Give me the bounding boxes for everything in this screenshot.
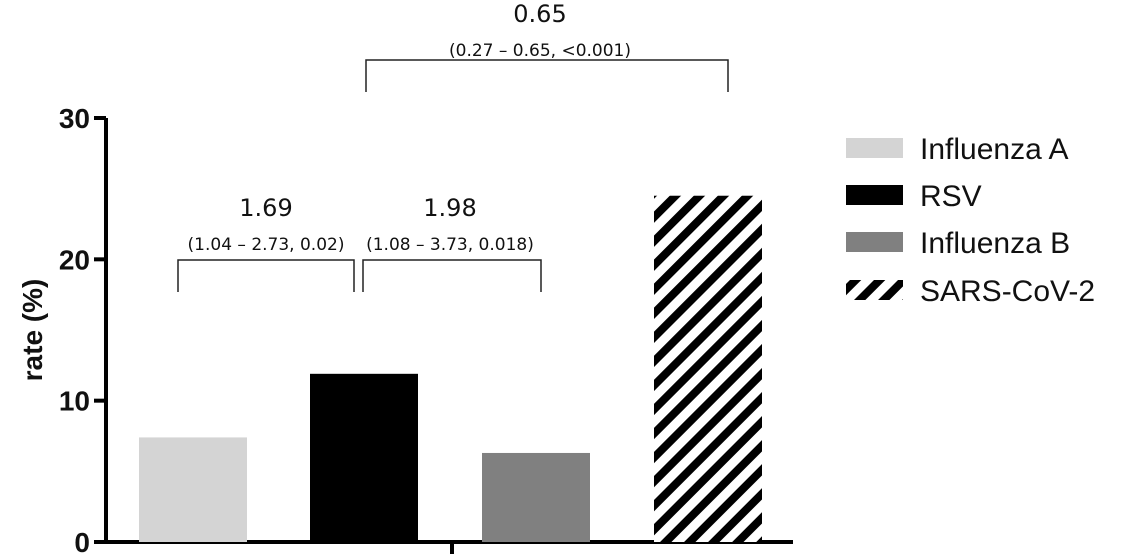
bracket-line bbox=[365, 59, 729, 92]
bar bbox=[482, 452, 590, 542]
legend-swatch bbox=[846, 138, 903, 158]
bar bbox=[654, 195, 762, 542]
bars bbox=[139, 195, 762, 542]
significance-bracket: 1.69 (1.04 – 2.73, 0.02) bbox=[177, 194, 355, 292]
significance-bracket: 1.98 (1.08 – 3.73, 0.018) bbox=[362, 194, 542, 292]
annotations: 1.69 (1.04 – 2.73, 0.02) 1.98 (1.08 – 3.73,… bbox=[177, 0, 729, 292]
bar bbox=[310, 373, 418, 542]
legend-label: RSV bbox=[920, 180, 982, 213]
annotation-detail: (1.08 – 3.73, 0.018) bbox=[366, 235, 534, 255]
legend: Influenza A RSV Influenza B SARS-CoV-2 bbox=[846, 133, 1095, 308]
annotation-value: 1.69 bbox=[239, 194, 292, 222]
legend-swatch bbox=[846, 232, 903, 252]
y-axis-label: rate (%) bbox=[17, 279, 48, 382]
legend-item: Influenza A bbox=[846, 133, 1068, 166]
y-tick-label: 30 bbox=[59, 103, 90, 134]
significance-bracket: 0.65 (0.27 – 0.65, <0.001) bbox=[365, 0, 729, 92]
legend-label: SARS-CoV-2 bbox=[920, 275, 1095, 308]
y-tick-label: 0 bbox=[74, 527, 90, 557]
bracket-line bbox=[362, 259, 542, 292]
legend-item: Influenza B bbox=[846, 227, 1070, 260]
legend-item: RSV bbox=[846, 180, 982, 213]
annotation-value: 1.98 bbox=[423, 194, 476, 222]
legend-label: Influenza A bbox=[920, 133, 1068, 166]
y-tick-label: 10 bbox=[59, 386, 90, 417]
annotation-detail: (1.04 – 2.73, 0.02) bbox=[188, 235, 345, 255]
legend-swatch bbox=[846, 280, 903, 300]
legend-item: SARS-CoV-2 bbox=[846, 275, 1095, 308]
legend-label: Influenza B bbox=[920, 227, 1070, 260]
bracket-line bbox=[177, 259, 355, 292]
annotation-detail: (0.27 – 0.65, <0.001) bbox=[449, 41, 631, 61]
annotation-value: 0.65 bbox=[513, 0, 566, 28]
bar bbox=[139, 437, 247, 542]
y-tick-label: 20 bbox=[59, 244, 90, 275]
legend-swatch bbox=[846, 185, 903, 205]
